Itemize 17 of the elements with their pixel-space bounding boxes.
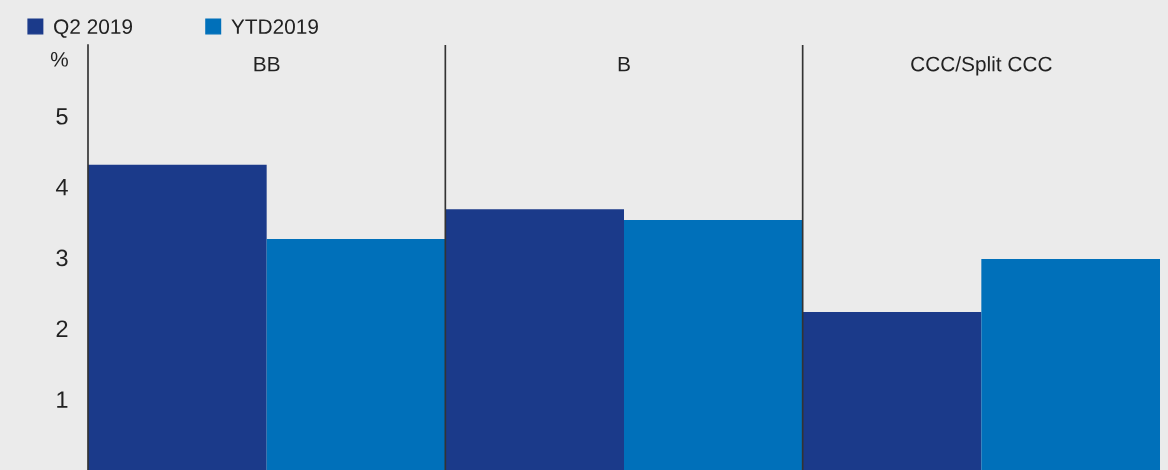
bar	[266, 239, 446, 470]
bar	[445, 209, 624, 470]
y-tick-label: 2	[56, 320, 68, 337]
bar	[624, 219, 803, 470]
legend-label: YTD2019	[231, 19, 318, 35]
y-tick-label: 5	[56, 108, 68, 125]
x-tick-label: B	[618, 56, 630, 72]
bar	[802, 312, 982, 470]
y-axis-title: %	[50, 52, 68, 67]
y-tick-label: 1	[57, 391, 68, 408]
x-tick-label: CCC/Split CCC	[911, 56, 1052, 76]
y-tick-label: 4	[55, 178, 68, 196]
x-tick-label: BB	[254, 56, 280, 72]
bar	[981, 258, 1160, 470]
y-tick-label: 3	[56, 249, 68, 267]
bar	[88, 164, 267, 470]
legend-label: Q2 2019	[54, 19, 133, 38]
